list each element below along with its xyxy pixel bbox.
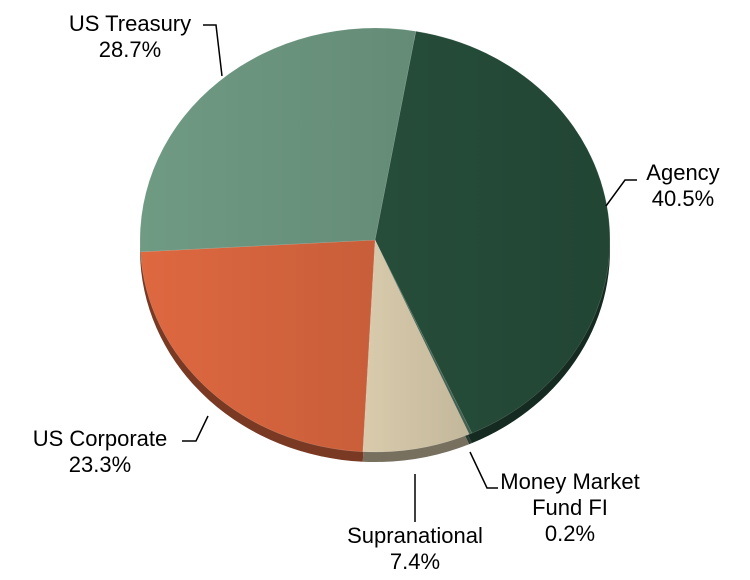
- slice: [139, 27, 417, 253]
- value-label: 40.5%: [651, 186, 715, 211]
- slice-label: Money Market Fund FI 0.2%: [490, 469, 650, 547]
- leader-line: [203, 24, 223, 77]
- slice: [374, 30, 611, 434]
- leader-line: [182, 415, 209, 442]
- category-name: US Corporate: [32, 426, 168, 451]
- leader-line: [605, 179, 637, 207]
- value-label: 28.7%: [98, 37, 162, 62]
- slice-label: US Corporate 23.3%: [33, 426, 168, 478]
- value-label: 23.3%: [68, 452, 132, 477]
- slice: [140, 239, 376, 452]
- slice-label: Supranational 7.4%: [347, 523, 483, 575]
- leader-line: [469, 451, 498, 489]
- value-label: 0.2%: [544, 521, 596, 546]
- slice-label: Agency 40.5%: [646, 160, 719, 212]
- category-name: Supranational: [347, 523, 483, 548]
- slice: [362, 239, 470, 453]
- slice-label: US Treasury 28.7%: [69, 11, 191, 63]
- value-label: 7.4%: [389, 549, 441, 574]
- category-name: Agency: [646, 160, 720, 185]
- category-name: Money Market Fund FI: [500, 469, 640, 520]
- slice: [374, 239, 473, 435]
- category-name: US Treasury: [68, 11, 192, 36]
